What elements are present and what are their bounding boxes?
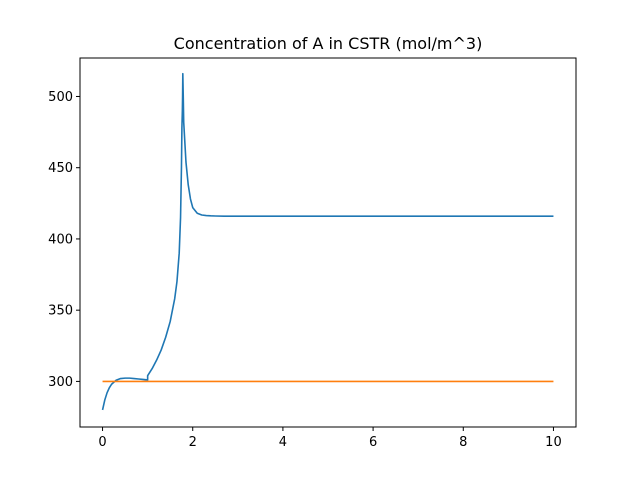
x-tick-label: 6: [369, 435, 377, 450]
y-tick-label: 450: [48, 161, 73, 176]
series-layer: [101, 72, 554, 411]
y-tick-label: 400: [48, 232, 73, 247]
x-tick-label: 4: [279, 435, 287, 450]
x-axis: 0 2 4 6 8 10: [98, 427, 562, 450]
y-tick-label: 350: [48, 304, 73, 319]
series-line-1: [101, 72, 554, 411]
y-tick-label: 300: [48, 375, 73, 390]
x-tick-label: 8: [459, 435, 467, 450]
chart-title: Concentration of A in CSTR (mol/m^3): [174, 34, 483, 53]
y-axis: 300 350 400 450 500: [48, 90, 80, 390]
x-tick-label: 0: [98, 435, 106, 450]
x-tick-label: 10: [545, 435, 562, 450]
plot-frame: [79, 57, 577, 428]
y-tick-label: 500: [48, 90, 73, 105]
x-tick-label: 2: [189, 435, 197, 450]
